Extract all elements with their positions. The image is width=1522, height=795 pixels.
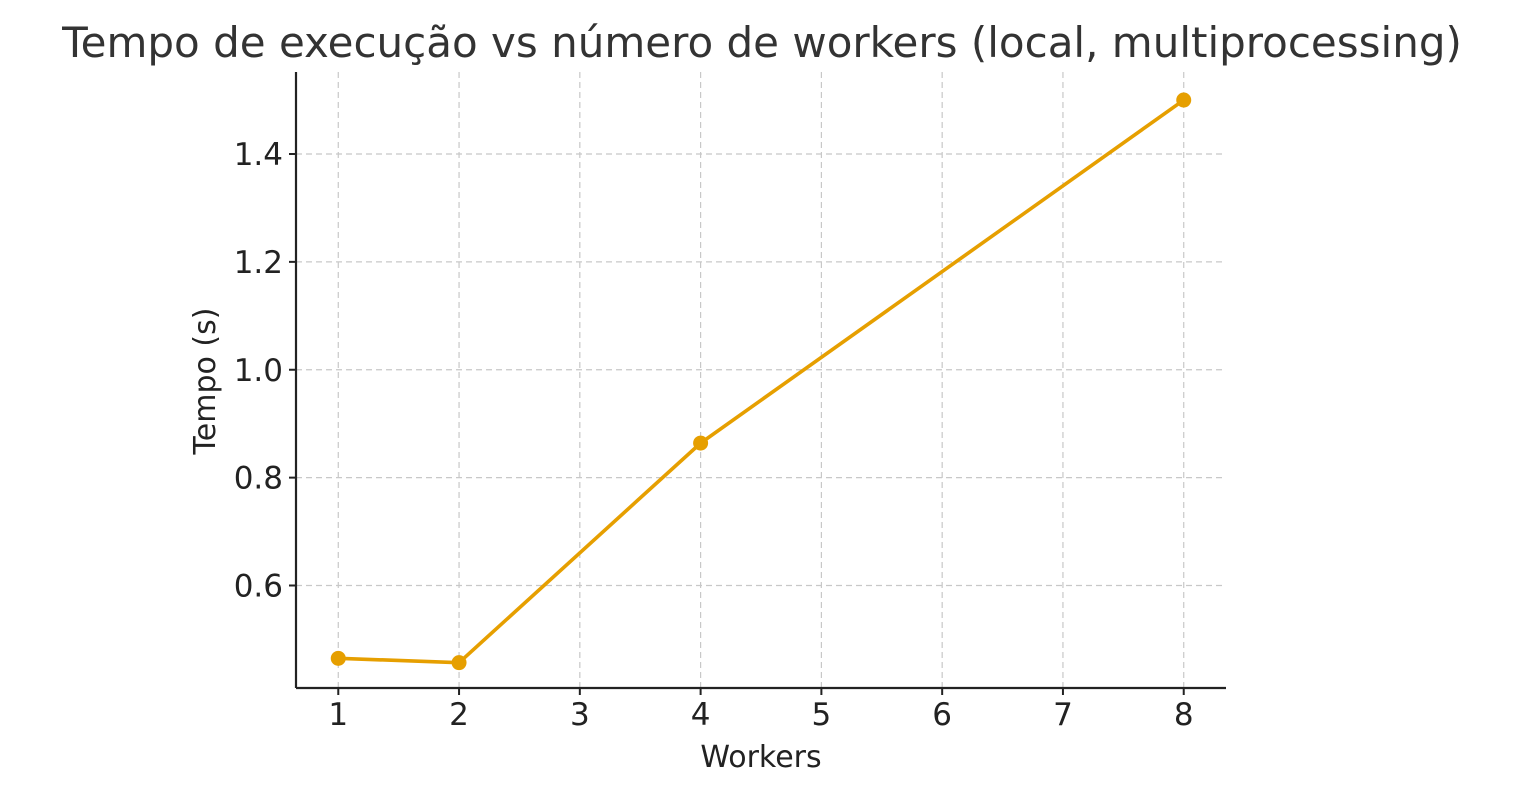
y-tick-label: 1.4: [234, 137, 283, 173]
x-tick-label: 6: [932, 697, 952, 733]
data-point: [1176, 92, 1192, 108]
grid: [296, 72, 1226, 688]
x-tick-label: 4: [691, 697, 711, 733]
x-axis-ticks: 1 2 3 4 5 6 7 8: [328, 688, 1194, 733]
series-line: [336, 98, 1186, 665]
axes: [294, 72, 1226, 690]
x-tick-label: 7: [1053, 697, 1073, 733]
x-tick-label: 8: [1174, 697, 1194, 733]
y-tick-label: 1.0: [234, 353, 283, 389]
y-tick-label: 1.2: [234, 245, 283, 281]
x-tick-label: 5: [812, 697, 832, 733]
data-point: [451, 655, 467, 671]
data-point: [693, 435, 709, 451]
x-tick-label: 3: [570, 697, 590, 733]
data-point: [330, 650, 346, 666]
x-tick-label: 1: [328, 697, 348, 733]
chart-title: Tempo de execução vs número de workers (…: [61, 18, 1462, 67]
x-tick-label: 2: [449, 697, 469, 733]
y-tick-label: 0.8: [234, 461, 283, 497]
y-tick-label: 0.6: [234, 569, 283, 605]
y-axis-label: Tempo (s): [188, 308, 223, 456]
y-axis-ticks: 0.6 0.8 1.0 1.2 1.4: [234, 137, 296, 605]
series: [330, 92, 1192, 671]
x-axis-label: Workers: [700, 740, 821, 775]
